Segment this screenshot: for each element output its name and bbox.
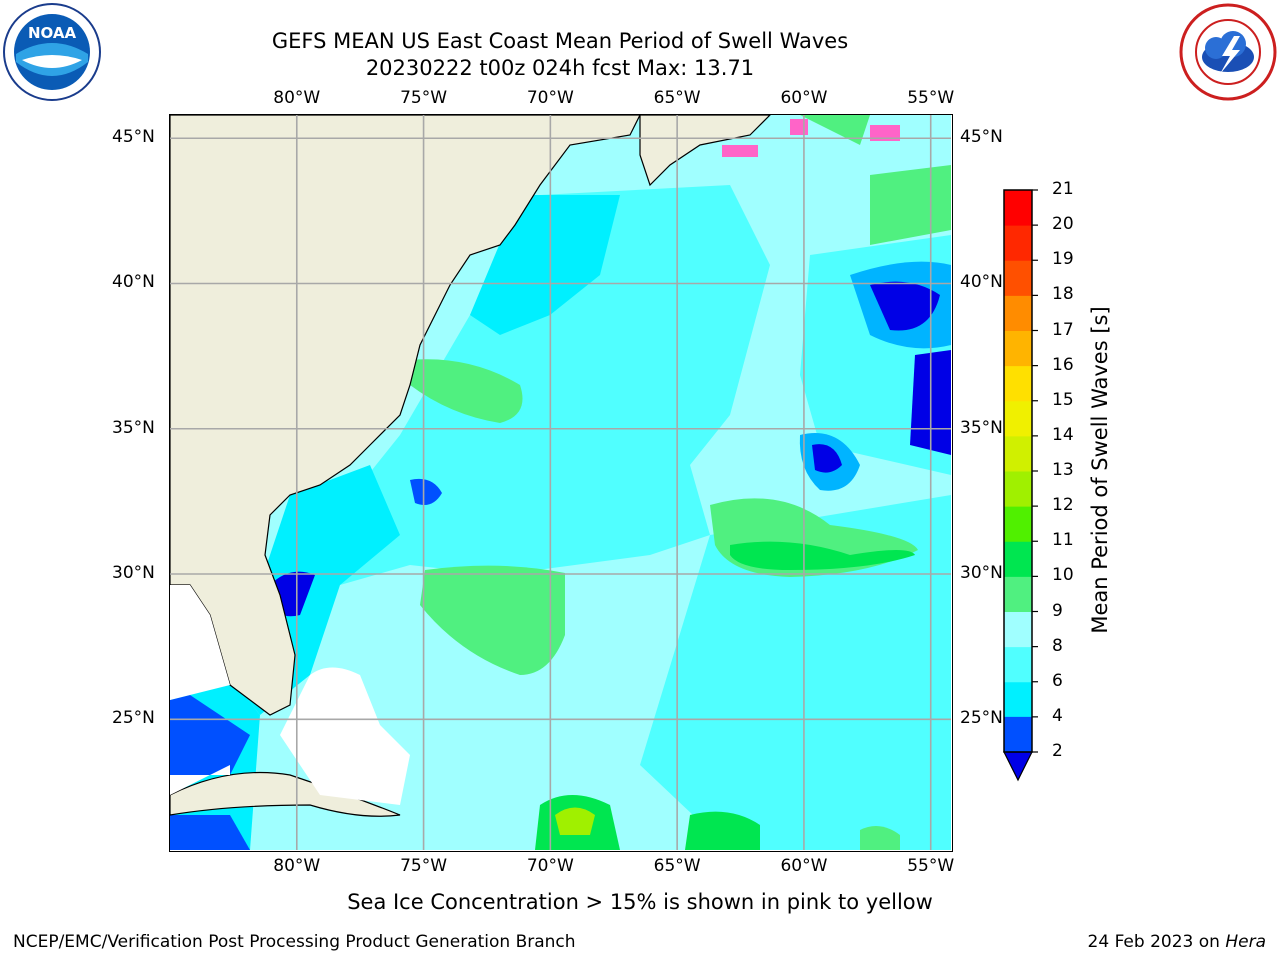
lon-tick-label: 60°W [780, 856, 828, 876]
colorbar-tick-label: 11 [1052, 530, 1074, 551]
lat-tick-label: 45°N [112, 127, 155, 148]
swell-zone-8s-east [640, 495, 951, 850]
lat-tick-label: 25°N [112, 708, 155, 729]
sea-ice-patch-c [722, 145, 758, 157]
swell-zone-2s-f [170, 815, 250, 850]
sea-ice-patch-a [790, 119, 808, 135]
swell-zone-10s-g [685, 811, 760, 850]
colorbar-tick-label: 16 [1052, 354, 1074, 375]
swell-zone-2s-a [870, 281, 940, 331]
lon-tick-label: 70°W [526, 88, 574, 108]
lat-tick-label: 25°N [960, 708, 1003, 729]
colorbar-tick-label: 2 [1052, 741, 1063, 761]
colorbar-segment [1004, 260, 1032, 296]
colorbar-segment [1004, 435, 1032, 472]
colorbar-tick-label: 18 [1052, 284, 1074, 305]
colorbar-segment [1004, 576, 1032, 612]
colorbar-segment [1004, 330, 1032, 367]
noaa-logo: NOAA [2, 2, 102, 102]
lon-tick-label: 75°W [400, 88, 448, 108]
lon-tick-label: 60°W [780, 88, 828, 108]
credit-branch: NCEP/EMC/Verification Post Processing Pr… [13, 932, 576, 952]
swell-period-map [169, 114, 951, 850]
credit-host: Hera [1225, 932, 1266, 952]
no-data-strait [170, 765, 230, 795]
lat-tick-label: 40°N [112, 272, 155, 293]
colorbar-segment [1004, 716, 1032, 752]
lon-tick-label: 55°W [907, 856, 955, 876]
colorbar-tick-label: 17 [1052, 319, 1074, 340]
swell-zone-2s-e [170, 695, 250, 775]
colorbar-tick-label: 4 [1052, 705, 1063, 726]
chart-title: GEFS MEAN US East Coast Mean Period of S… [271, 29, 849, 53]
lat-tick-label: 45°N [960, 127, 1003, 148]
nova-scotia-land [639, 114, 772, 187]
colorbar-segment [1004, 506, 1032, 542]
no-data-bahamas [280, 667, 410, 805]
sea-ice-patch-b [870, 125, 900, 141]
lon-tick-label: 80°W [273, 856, 321, 876]
colorbar-segment [1004, 681, 1032, 718]
cuba-land [169, 771, 401, 817]
colorbar-tick-label: 19 [1052, 249, 1074, 270]
colorbar-segment [1004, 541, 1032, 577]
lon-tick-label: 75°W [400, 856, 448, 876]
swell-zone-9s-a [410, 359, 523, 423]
colorbar-segment [1004, 400, 1032, 437]
colorbar-scale [1003, 189, 1038, 782]
credit-date: 24 Feb 2023 on Hera [1088, 932, 1266, 952]
colorbar-tick-label: 8 [1052, 635, 1063, 656]
lat-tick-label: 30°N [960, 563, 1003, 583]
colorbar-tick-label: 15 [1052, 389, 1074, 410]
colorbar [998, 186, 1038, 786]
colorbar-segment [1004, 611, 1032, 648]
national-weather-service-logo [1178, 2, 1278, 102]
colorbar-tick-label: 9 [1052, 600, 1063, 621]
lat-tick-label: 35°N [960, 417, 1003, 438]
colorbar-underflow [1003, 751, 1033, 782]
map-panel [169, 114, 953, 852]
swell-zone-9s-h [860, 826, 900, 850]
map-gridlines [170, 115, 951, 850]
no-data-gulf [170, 585, 230, 700]
lon-tick-label: 55°W [907, 88, 955, 108]
lon-tick-label: 80°W [273, 88, 321, 108]
lat-tick-label: 35°N [112, 417, 155, 438]
chart-subtitle: 20230222 t00z 024h fcst Max: 13.71 [365, 56, 755, 80]
colorbar-segment [1004, 225, 1032, 261]
sea-ice-note: Sea Ice Concentration > 15% is shown in … [347, 890, 933, 914]
colorbar-segment [1004, 295, 1032, 331]
colorbar-segment [1004, 190, 1032, 226]
colorbar-tick-label: 14 [1052, 424, 1074, 445]
colorbar-segment [1004, 365, 1032, 402]
lat-tick-label: 40°N [960, 272, 1003, 293]
colorbar-tick-label: 21 [1052, 179, 1074, 199]
colorbar-segment [1004, 471, 1032, 507]
swell-zone-12s-f [555, 807, 595, 835]
colorbar-title: Mean Period of Swell Waves [s] [1088, 306, 1112, 634]
credit-date-text: 24 Feb 2023 on [1087, 932, 1226, 952]
lon-tick-label: 65°W [653, 856, 701, 876]
lat-tick-label: 30°N [112, 563, 155, 583]
colorbar-tick-label: 6 [1052, 670, 1063, 691]
colorbar-tick-label: 10 [1052, 565, 1074, 586]
colorbar-tick-label: 12 [1052, 495, 1074, 516]
colorbar-segment [1004, 646, 1032, 683]
swell-zone-10s-c [730, 541, 915, 570]
lon-tick-label: 70°W [526, 856, 574, 876]
colorbar-tick-label: 13 [1052, 460, 1074, 480]
swell-zone-2s-c [812, 444, 842, 473]
swell-zone-2s-d [410, 478, 442, 506]
north-america-land [169, 114, 641, 716]
svg-text:NOAA: NOAA [28, 24, 77, 42]
colorbar-tick-label: 20 [1052, 214, 1074, 235]
lon-tick-label: 65°W [653, 88, 701, 108]
swell-zone-9s-b [420, 565, 565, 675]
